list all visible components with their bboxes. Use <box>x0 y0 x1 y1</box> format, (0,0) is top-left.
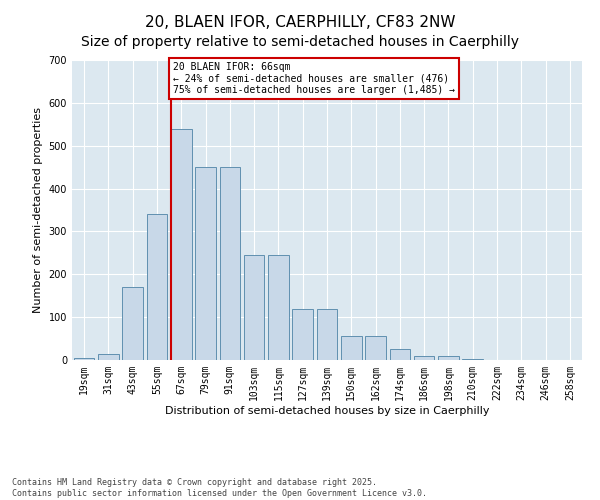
Bar <box>74 358 94 360</box>
Bar <box>463 359 483 360</box>
Text: 20 BLAEN IFOR: 66sqm
← 24% of semi-detached houses are smaller (476)
75% of semi: 20 BLAEN IFOR: 66sqm ← 24% of semi-detac… <box>173 62 455 96</box>
Bar <box>438 356 459 360</box>
Bar <box>195 167 216 360</box>
Text: Contains HM Land Registry data © Crown copyright and database right 2025.
Contai: Contains HM Land Registry data © Crown c… <box>12 478 427 498</box>
Bar <box>389 350 410 360</box>
Text: Size of property relative to semi-detached houses in Caerphilly: Size of property relative to semi-detach… <box>81 35 519 49</box>
Bar <box>146 214 167 360</box>
Bar <box>365 336 386 360</box>
Bar <box>292 308 313 360</box>
Bar <box>171 128 191 360</box>
Bar <box>122 287 143 360</box>
Text: 20, BLAEN IFOR, CAERPHILLY, CF83 2NW: 20, BLAEN IFOR, CAERPHILLY, CF83 2NW <box>145 15 455 30</box>
Bar <box>268 255 289 360</box>
Bar <box>244 255 265 360</box>
Bar <box>414 356 434 360</box>
Bar <box>341 336 362 360</box>
Bar <box>220 167 240 360</box>
X-axis label: Distribution of semi-detached houses by size in Caerphilly: Distribution of semi-detached houses by … <box>165 406 489 415</box>
Y-axis label: Number of semi-detached properties: Number of semi-detached properties <box>33 107 43 313</box>
Bar <box>98 354 119 360</box>
Bar <box>317 308 337 360</box>
